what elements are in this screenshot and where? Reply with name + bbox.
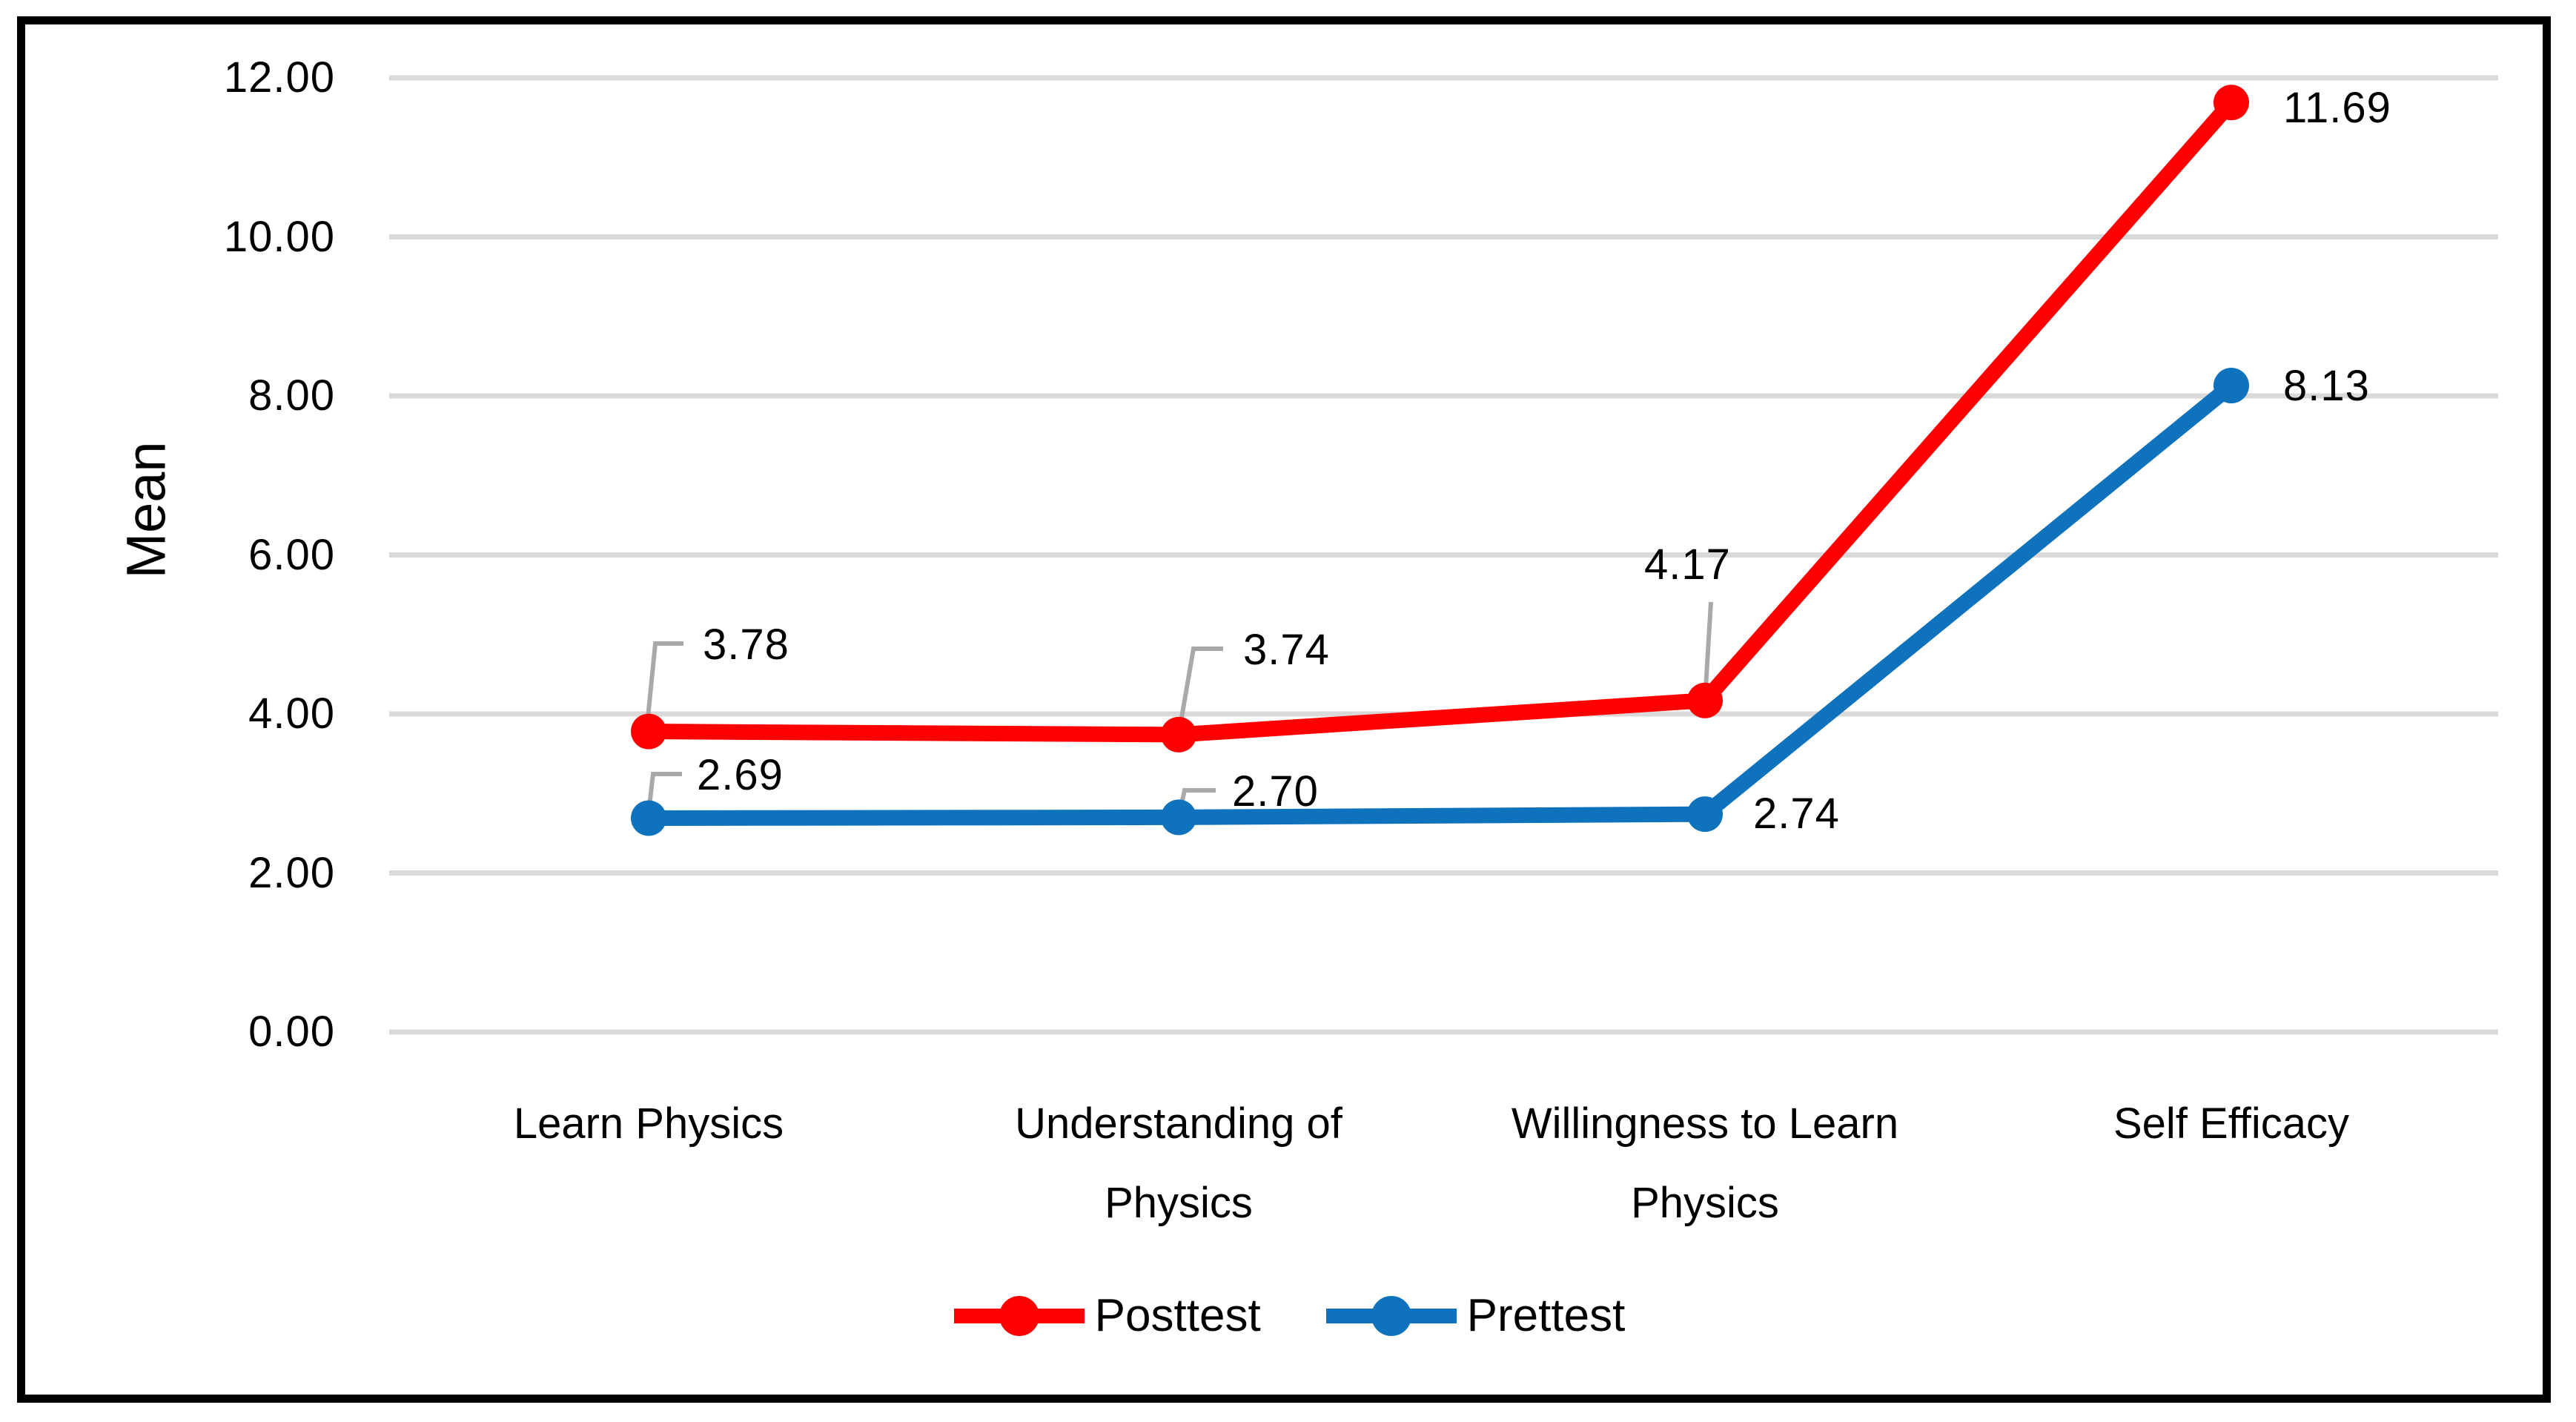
data-point-marker-prettest <box>1687 796 1723 833</box>
gridlines <box>389 75 2498 1035</box>
legend-item-prettest: Prettest <box>1323 1290 1626 1341</box>
data-point-marker-prettest <box>631 800 666 836</box>
data-label-posttest: 3.74 <box>1243 626 1330 674</box>
data-point-marker-posttest <box>1161 716 1196 753</box>
y-axis-tick-label: 8.00 <box>248 371 335 420</box>
data-point-marker-posttest <box>2214 85 2249 121</box>
leader-line <box>1176 646 1223 735</box>
legend-label: Posttest <box>1094 1290 1261 1341</box>
y-axis-tick-label: 2.00 <box>248 848 335 897</box>
legend-item-posttest: Posttest <box>951 1292 1261 1340</box>
y-axis-tick-label: 6.00 <box>248 530 335 579</box>
series-line-prettest <box>640 377 2239 826</box>
data-label-prettest: 2.69 <box>697 751 784 799</box>
legend: Posttest Prettest <box>0 1292 2576 1340</box>
data-label-posttest: 3.78 <box>703 621 789 669</box>
data-label-prettest: 8.13 <box>2283 362 2370 410</box>
data-label-prettest: 2.74 <box>1753 790 1840 838</box>
data-label-prettest: 2.70 <box>1232 767 1319 816</box>
legend-marker-icon <box>953 1296 1085 1336</box>
x-axis-category-label: Willingness to Learn Physics <box>1511 1099 1899 1228</box>
y-axis-tick-label: 0.00 <box>248 1008 335 1056</box>
y-axis-tick-label: 4.00 <box>248 689 335 738</box>
data-point-marker-prettest <box>2214 368 2249 404</box>
chart-border <box>17 16 2551 1403</box>
series-line-posttest <box>640 94 2239 743</box>
x-axis-category-label: Understanding of Physics <box>1015 1099 1342 1228</box>
x-axis-category-label: Self Efficacy <box>2113 1099 2350 1148</box>
x-axis-category-label: Learn Physics <box>513 1099 784 1148</box>
data-point-marker-prettest <box>1161 799 1196 836</box>
legend-label: Prettest <box>1466 1290 1626 1341</box>
legend-marker-icon <box>1325 1296 1457 1336</box>
data-point-marker-posttest <box>1687 682 1723 718</box>
leader-line <box>644 641 683 733</box>
data-label-posttest: 4.17 <box>1644 540 1731 589</box>
y-axis-tick-label: 10.00 <box>223 212 335 261</box>
data-label-posttest: 11.69 <box>2283 84 2391 132</box>
data-point-marker-posttest <box>631 713 666 750</box>
y-axis-tick-label: 12.00 <box>223 53 335 102</box>
